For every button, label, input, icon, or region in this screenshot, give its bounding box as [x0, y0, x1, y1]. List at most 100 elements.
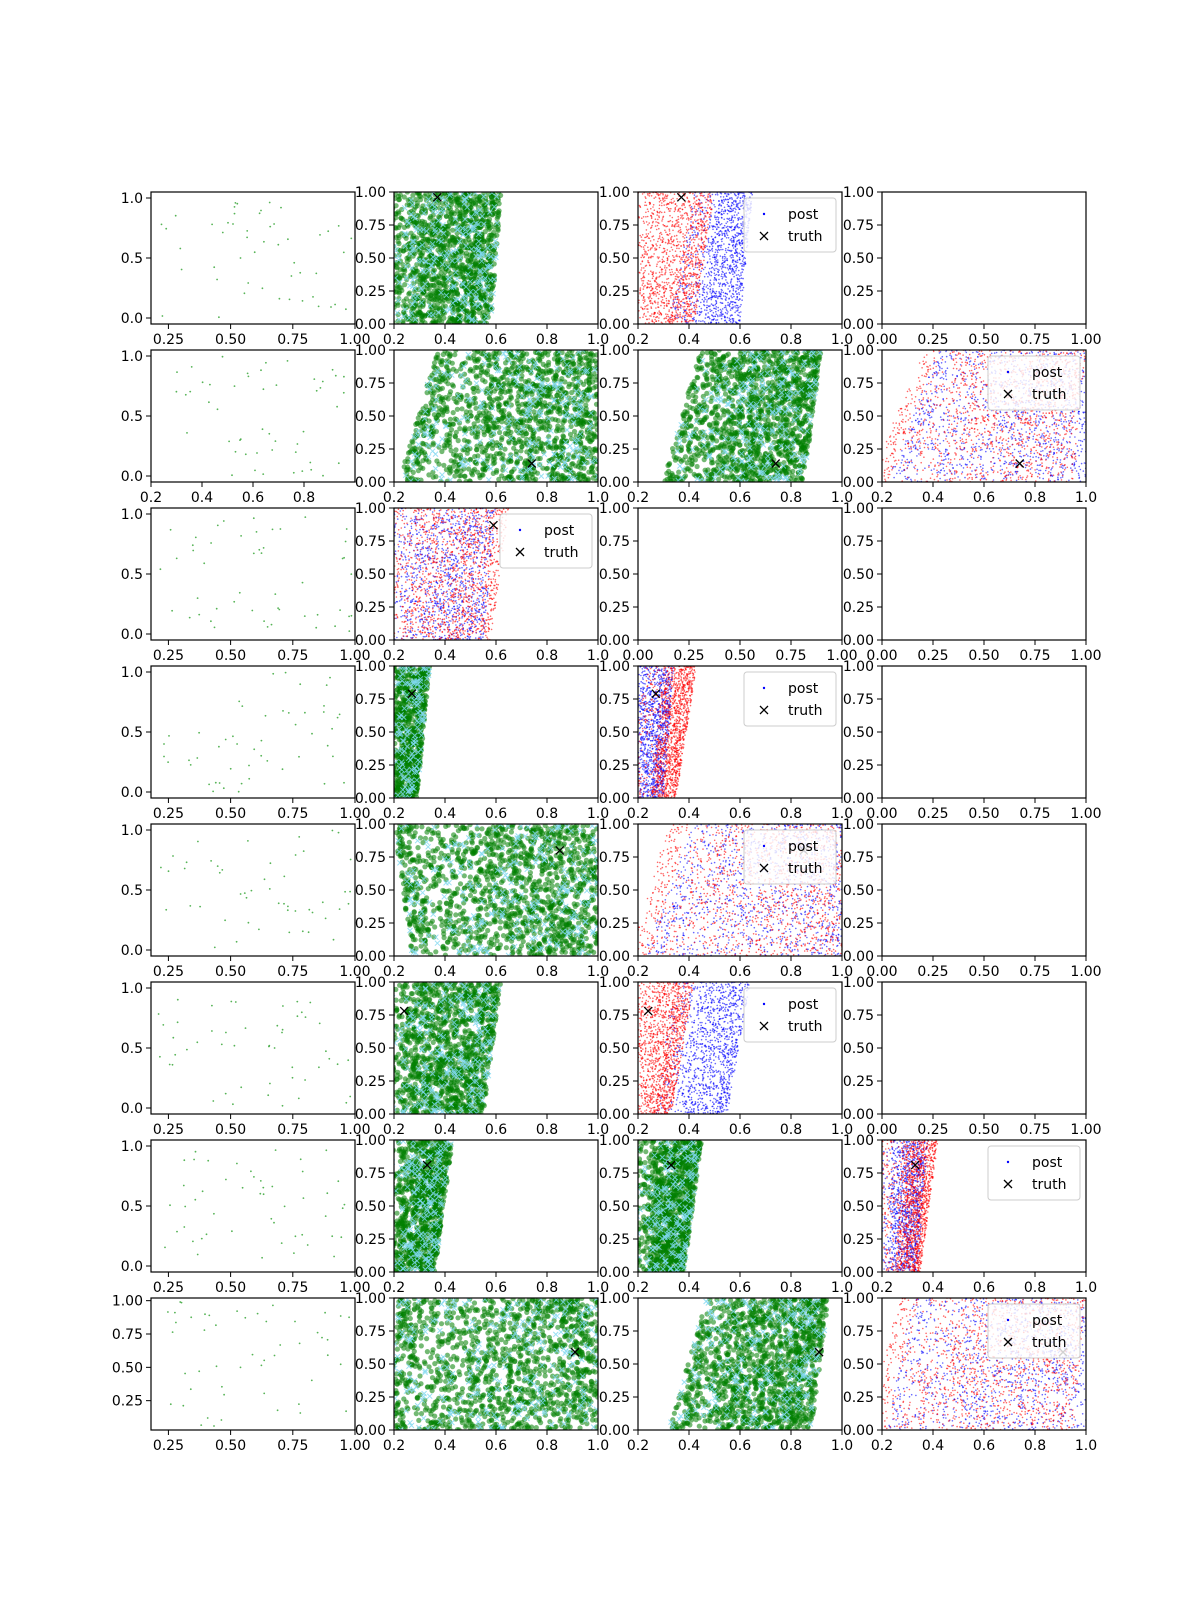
posterior-point [711, 245, 714, 247]
posterior-point [713, 204, 715, 206]
posterior-point [629, 308, 631, 310]
posterior-point [715, 310, 717, 313]
posterior-point [688, 246, 691, 248]
posterior-point [682, 250, 684, 252]
posterior-point [423, 192, 429, 197]
posterior-point [682, 217, 685, 219]
posterior-point [673, 225, 676, 228]
sample-point [321, 380, 324, 383]
posterior-point [640, 277, 643, 280]
posterior-point [654, 300, 656, 302]
sample-point [233, 385, 236, 387]
posterior-point [653, 321, 656, 324]
posterior-point [469, 198, 475, 204]
posterior-point [716, 259, 719, 261]
posterior-point [724, 258, 726, 260]
posterior-point [683, 287, 685, 290]
posterior-point [702, 209, 704, 212]
posterior-point [634, 249, 636, 251]
posterior-point [660, 321, 663, 324]
posterior-point [676, 238, 678, 240]
posterior-point [732, 261, 734, 263]
posterior-point [720, 317, 723, 320]
posterior-point [715, 218, 717, 221]
posterior-point [476, 262, 482, 268]
posterior-point [703, 218, 705, 220]
posterior-point [727, 282, 729, 285]
posterior-point [463, 253, 469, 259]
posterior-point [676, 240, 679, 243]
proposal-point [440, 230, 447, 237]
posterior-point [675, 291, 677, 293]
posterior-point [636, 239, 638, 241]
posterior-point [725, 226, 728, 228]
posterior-point [676, 317, 678, 320]
posterior-point [697, 232, 699, 235]
posterior-point [685, 266, 687, 269]
posterior-point [711, 250, 714, 252]
posterior-point [658, 284, 660, 287]
posterior-point [636, 226, 638, 228]
posterior-point [680, 231, 683, 233]
posterior-point [443, 234, 449, 240]
posterior-point [674, 298, 677, 301]
proposal-point [465, 314, 472, 321]
posterior-point [674, 250, 677, 252]
x-tick-label: 1.0 [587, 332, 609, 348]
posterior-point [681, 203, 684, 205]
posterior-point [663, 305, 666, 307]
posterior-point [643, 222, 645, 224]
posterior-point [739, 315, 741, 318]
posterior-point [705, 216, 707, 218]
posterior-point [656, 224, 659, 227]
posterior-point [642, 277, 644, 279]
posterior-point [737, 232, 740, 234]
posterior-point [695, 305, 698, 307]
posterior-point [407, 443, 413, 449]
posterior-point [732, 293, 735, 296]
posterior-point [724, 256, 727, 258]
posterior-point [569, 436, 575, 442]
posterior-point [736, 197, 738, 199]
posterior-point [642, 302, 645, 304]
posterior-point [721, 302, 723, 304]
posterior-point [649, 202, 651, 204]
posterior-point [728, 217, 731, 220]
posterior-point [738, 192, 741, 194]
proposal-point [477, 267, 483, 274]
proposal-point [403, 263, 410, 270]
posterior-point [716, 216, 719, 218]
posterior-point [670, 242, 672, 245]
posterior-point [465, 258, 471, 264]
posterior-point [629, 248, 631, 250]
posterior-point [654, 225, 657, 227]
posterior-point [384, 207, 389, 212]
posterior-point [498, 192, 504, 198]
posterior-point [643, 300, 646, 303]
posterior-point [709, 285, 711, 288]
posterior-point [734, 311, 736, 314]
posterior-point [724, 298, 727, 301]
posterior-point [689, 300, 691, 303]
posterior-point [667, 302, 670, 305]
posterior-point [650, 270, 652, 273]
posterior-point [640, 294, 643, 297]
posterior-point [727, 193, 730, 195]
posterior-point [685, 292, 687, 294]
sample-point [280, 206, 282, 209]
posterior-point [671, 315, 674, 317]
posterior-point [694, 264, 697, 267]
posterior-point [413, 197, 419, 203]
posterior-point [678, 298, 680, 301]
posterior-point [717, 218, 719, 221]
posterior-point [640, 306, 642, 309]
posterior-point [718, 278, 720, 281]
x-tick-label: 0.4 [434, 332, 456, 348]
posterior-point [627, 214, 629, 216]
posterior-point [698, 206, 701, 208]
posterior-point [630, 299, 632, 301]
posterior-point [424, 390, 430, 396]
posterior-point [690, 216, 692, 219]
posterior-point [648, 297, 650, 300]
posterior-green-points [401, 350, 598, 482]
